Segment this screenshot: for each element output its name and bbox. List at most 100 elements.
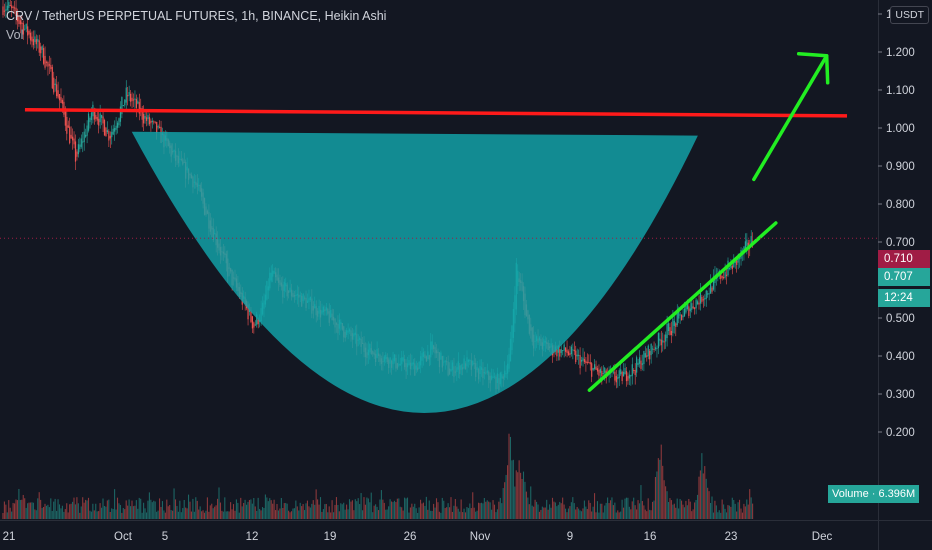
volume-bar (607, 497, 609, 519)
candle-body (31, 36, 33, 42)
volume-bar (595, 512, 597, 519)
volume-bar (348, 499, 351, 519)
volume-bar (221, 510, 223, 519)
volume-bar (466, 506, 468, 519)
volume-bar (28, 502, 30, 519)
volume-bar (653, 500, 655, 519)
volume-bar (164, 512, 166, 519)
volume-bar (199, 506, 201, 519)
candle-body (58, 93, 61, 101)
candle-body (685, 305, 687, 313)
candle-body (662, 340, 664, 343)
volume-bar (79, 512, 81, 519)
volume-bar (2, 512, 4, 519)
time-tick-label: 21 (3, 531, 16, 543)
candle-body (86, 125, 88, 136)
volume-bar (482, 503, 484, 519)
volume-bar (747, 504, 749, 519)
volume-bar (676, 498, 678, 519)
symbol-title[interactable]: CRV / TetherUS PERPETUAL FUTURES, 1h, BI… (6, 9, 387, 23)
candle-body (625, 371, 628, 382)
volume-bar (734, 503, 736, 519)
volume-bar (459, 511, 461, 519)
volume-indicator-label[interactable]: Vol (6, 28, 24, 42)
candle-body (118, 118, 120, 126)
volume-bar (636, 509, 638, 519)
candle-body (99, 113, 101, 123)
volume-bar (172, 510, 174, 519)
volume-bar (193, 511, 195, 519)
candle-body (660, 339, 662, 346)
volume-bar (64, 509, 66, 519)
candle-body (691, 303, 693, 310)
volume-bar (335, 497, 337, 519)
current-price-value: 0.707 (884, 271, 913, 283)
volume-bar (15, 499, 17, 519)
volume-bar (710, 502, 712, 519)
volume-bar (631, 501, 633, 519)
volume-bar (488, 501, 490, 519)
volume-bar (408, 512, 410, 519)
volume-bar (650, 510, 652, 519)
volume-bar (415, 508, 417, 519)
candle-body (724, 271, 726, 278)
price-axis[interactable]: 1.3001.2001.1001.0000.9000.8000.7000.600… (878, 9, 915, 439)
candle-body (105, 127, 107, 137)
volume-bar (288, 510, 290, 519)
volume-bar (575, 509, 577, 519)
volume-bar (69, 504, 71, 519)
volume-bar (589, 502, 591, 519)
volume-bar (237, 502, 239, 519)
volume-bar (150, 499, 152, 519)
candle-body (253, 322, 255, 328)
candle-body (705, 290, 707, 299)
candle-body (681, 314, 683, 321)
candle-body (50, 64, 52, 70)
drawings-layer (24, 52, 848, 414)
volume-bar (27, 503, 29, 519)
volume-bar (270, 500, 272, 519)
candle-body (612, 371, 615, 373)
candle-body (695, 299, 697, 309)
time-axis[interactable]: 21 Oct 5 12 19 26 Nov 9 16 23 Dec (3, 531, 833, 543)
volume-bar (331, 500, 333, 519)
candle-body (125, 87, 127, 103)
candle-body (614, 371, 616, 381)
volume-bar (73, 497, 75, 519)
price-tick-label: 1.000 (886, 123, 915, 135)
volume-bar (501, 503, 503, 519)
volume-bar (314, 504, 316, 519)
volume-bar (388, 506, 390, 519)
volume-bar (135, 500, 137, 519)
volume-bar (627, 497, 629, 519)
volume-bar (750, 497, 752, 519)
price-tick-label: 0.900 (886, 161, 915, 173)
candle-body (559, 349, 561, 357)
volume-bar (592, 506, 594, 519)
volume-bar (741, 512, 743, 519)
candle-body (570, 346, 572, 355)
volume-bar (643, 505, 645, 519)
volume-bar (43, 506, 45, 519)
volume-bar (344, 509, 346, 519)
volume-bar (596, 501, 598, 519)
candle-body (670, 331, 673, 336)
candle-body (683, 308, 686, 317)
candle-body (130, 93, 132, 102)
volume-bar (321, 511, 323, 519)
volume-bar (451, 511, 453, 519)
volume-bar (724, 508, 726, 519)
volume-bar (31, 502, 33, 519)
currency-button[interactable]: USDT (890, 6, 929, 24)
volume-bar (173, 488, 175, 519)
volume-bar (685, 500, 687, 519)
volume-bar (373, 505, 375, 519)
volume-bar (612, 505, 614, 519)
candle-body (98, 118, 100, 126)
volume-bar (672, 504, 674, 519)
candle-body (77, 144, 79, 155)
volume-bar (694, 502, 696, 519)
volume-bar (12, 502, 14, 519)
volume-bar (286, 503, 288, 519)
